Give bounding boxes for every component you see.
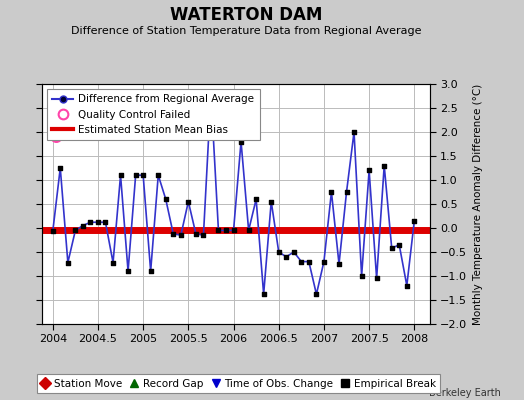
Point	[64, 259, 72, 266]
Point	[132, 172, 140, 178]
Point	[184, 198, 192, 205]
Point	[357, 273, 366, 279]
Point	[101, 219, 110, 226]
Point	[154, 172, 162, 178]
Point	[147, 268, 155, 274]
Point	[222, 227, 230, 234]
Point	[395, 242, 403, 248]
Point	[207, 90, 215, 97]
Point	[139, 172, 147, 178]
Point	[86, 219, 95, 226]
Legend: Station Move, Record Gap, Time of Obs. Change, Empirical Break: Station Move, Record Gap, Time of Obs. C…	[37, 374, 440, 393]
Point	[161, 196, 170, 202]
Point	[244, 227, 253, 234]
Point	[267, 198, 276, 205]
Point	[335, 261, 343, 267]
Point	[124, 268, 132, 274]
Text: Berkeley Earth: Berkeley Earth	[429, 388, 500, 398]
Y-axis label: Monthly Temperature Anomaly Difference (°C): Monthly Temperature Anomaly Difference (…	[473, 83, 483, 325]
Text: WATERTON DAM: WATERTON DAM	[170, 6, 322, 24]
Point	[52, 134, 61, 140]
Point	[365, 167, 373, 174]
Point	[230, 227, 238, 234]
Point	[169, 230, 178, 237]
Point	[116, 172, 125, 178]
Point	[402, 282, 411, 289]
Point	[327, 189, 335, 195]
Point	[350, 129, 358, 135]
Point	[388, 245, 396, 251]
Point	[49, 228, 57, 234]
Point	[312, 291, 321, 298]
Text: Difference of Station Temperature Data from Regional Average: Difference of Station Temperature Data f…	[71, 26, 421, 36]
Point	[290, 249, 298, 255]
Point	[94, 219, 102, 226]
Point	[199, 232, 208, 238]
Point	[79, 222, 87, 229]
Point	[342, 189, 351, 195]
Legend: Difference from Regional Average, Quality Control Failed, Estimated Station Mean: Difference from Regional Average, Qualit…	[47, 89, 259, 140]
Point	[297, 258, 305, 265]
Point	[373, 275, 381, 282]
Point	[109, 259, 117, 266]
Point	[192, 230, 200, 237]
Point	[304, 258, 313, 265]
Point	[410, 218, 419, 224]
Point	[282, 254, 290, 260]
Point	[275, 249, 283, 255]
Point	[177, 232, 185, 238]
Point	[252, 196, 260, 202]
Point	[320, 258, 328, 265]
Point	[237, 138, 245, 145]
Point	[380, 162, 388, 169]
Point	[71, 227, 80, 234]
Point	[259, 291, 268, 298]
Point	[214, 227, 223, 234]
Point	[56, 165, 64, 171]
